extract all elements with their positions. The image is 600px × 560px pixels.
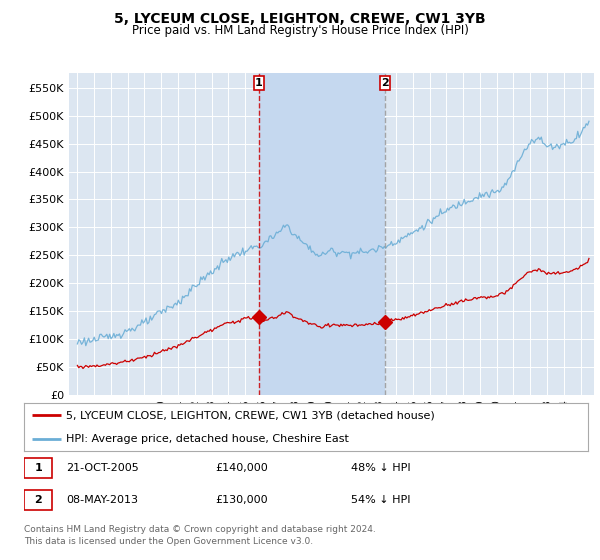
Text: 1: 1 xyxy=(254,78,262,88)
Text: 08-MAY-2013: 08-MAY-2013 xyxy=(66,495,139,505)
Text: £140,000: £140,000 xyxy=(216,463,269,473)
Text: Contains HM Land Registry data © Crown copyright and database right 2024.
This d: Contains HM Land Registry data © Crown c… xyxy=(24,525,376,546)
Bar xyxy=(259,73,385,395)
Text: Price paid vs. HM Land Registry's House Price Index (HPI): Price paid vs. HM Land Registry's House … xyxy=(131,24,469,37)
FancyBboxPatch shape xyxy=(254,76,263,90)
Text: 5, LYCEUM CLOSE, LEIGHTON, CREWE, CW1 3YB: 5, LYCEUM CLOSE, LEIGHTON, CREWE, CW1 3Y… xyxy=(114,12,486,26)
Text: HPI: Average price, detached house, Cheshire East: HPI: Average price, detached house, Ches… xyxy=(66,434,349,444)
Text: 54% ↓ HPI: 54% ↓ HPI xyxy=(351,495,410,505)
Text: 1: 1 xyxy=(34,463,42,473)
FancyBboxPatch shape xyxy=(380,76,390,90)
Text: 2: 2 xyxy=(381,78,389,88)
Text: 48% ↓ HPI: 48% ↓ HPI xyxy=(351,463,411,473)
Text: 2: 2 xyxy=(34,495,42,505)
Text: £130,000: £130,000 xyxy=(216,495,268,505)
Text: 5, LYCEUM CLOSE, LEIGHTON, CREWE, CW1 3YB (detached house): 5, LYCEUM CLOSE, LEIGHTON, CREWE, CW1 3Y… xyxy=(66,410,435,420)
FancyBboxPatch shape xyxy=(24,490,52,511)
FancyBboxPatch shape xyxy=(24,458,52,478)
Text: 21-OCT-2005: 21-OCT-2005 xyxy=(66,463,139,473)
